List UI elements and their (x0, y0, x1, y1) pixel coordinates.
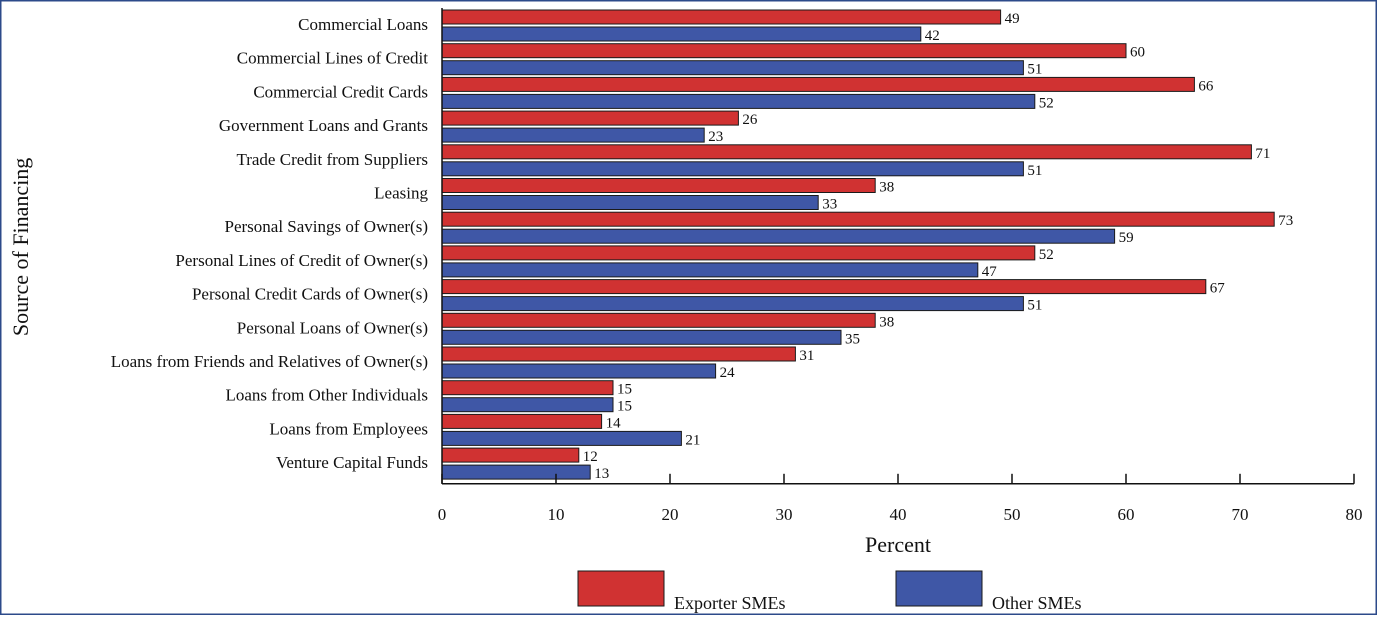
category-label: Venture Capital Funds (276, 453, 428, 472)
bar-value-label: 21 (685, 432, 700, 448)
bar-value-label: 42 (925, 28, 940, 44)
x-axis-title: Percent (865, 532, 931, 557)
bar-other (441, 161, 1024, 177)
labels-layer: 49 42 Commercial Loans 60 51 Commercial Lines… (8, 11, 1363, 557)
bar-value-label: 73 (1278, 213, 1293, 229)
bar-other (441, 262, 979, 278)
legend-label-other: Other SMEs (992, 593, 1082, 613)
bar-other (441, 195, 819, 210)
legend-swatch-other (895, 570, 983, 607)
bar-value-label: 71 (1255, 146, 1270, 162)
legend: Exporter SMEs Other SMEs (577, 570, 1082, 613)
bar-other (441, 464, 591, 480)
bar-value-label: 49 (1005, 11, 1020, 27)
bar-value-label: 33 (822, 197, 837, 213)
bar-value-label: 51 (1027, 62, 1042, 78)
category-label: Personal Lines of Credit of Owner(s) (175, 251, 428, 270)
bar-exporter (441, 144, 1252, 160)
bar-other (441, 363, 717, 379)
bars-layer (441, 9, 1275, 480)
bar-value-label: 15 (617, 382, 632, 398)
bar-value-label: 47 (982, 264, 998, 280)
bar-other (441, 430, 682, 446)
bar-value-label: 24 (720, 365, 736, 381)
bar-value-label: 23 (708, 129, 723, 145)
bar-other (441, 93, 1036, 109)
x-tick-label: 30 (776, 505, 793, 524)
category-label: Trade Credit from Suppliers (236, 150, 428, 169)
category-label: Commercial Credit Cards (253, 82, 428, 101)
bar-value-label: 12 (583, 449, 598, 465)
bar-value-label: 38 (879, 314, 894, 330)
bar-value-label: 35 (845, 331, 860, 347)
category-label: Loans from Friends and Relatives of Owne… (111, 352, 428, 371)
category-label: Government Loans and Grants (219, 116, 428, 135)
y-axis-title: Source of Financing (8, 158, 33, 336)
bar-exporter (441, 43, 1127, 59)
bar-value-label: 38 (879, 180, 894, 196)
x-tick-label: 60 (1118, 505, 1135, 524)
bar-value-label: 67 (1210, 281, 1226, 297)
bar-other (441, 296, 1024, 312)
bar-exporter (441, 211, 1275, 227)
bar-exporter (441, 312, 876, 328)
bar-exporter (441, 9, 1002, 25)
axes-layer (441, 8, 1355, 485)
bar-other (441, 26, 922, 42)
bar-exporter (441, 178, 876, 193)
bar-value-label: 15 (617, 399, 632, 415)
bar-value-label: 14 (606, 415, 622, 431)
bar-exporter (441, 413, 603, 429)
bar-exporter (441, 76, 1195, 92)
bar-value-label: 51 (1027, 298, 1042, 314)
x-tick-label: 70 (1232, 505, 1249, 524)
bar-exporter (441, 346, 796, 362)
legend-label-exporter: Exporter SMEs (674, 593, 786, 613)
bar-value-label: 59 (1119, 230, 1134, 246)
x-tick-label: 40 (890, 505, 907, 524)
bar-exporter (441, 447, 580, 463)
x-tick-label: 20 (662, 505, 679, 524)
bar-other (441, 127, 705, 143)
x-tick-label: 80 (1346, 505, 1363, 524)
bar-other (441, 60, 1024, 76)
category-label: Personal Loans of Owner(s) (237, 318, 428, 337)
x-tick-label: 10 (548, 505, 565, 524)
x-tick-label: 0 (438, 505, 447, 524)
category-label: Leasing (374, 184, 428, 203)
bar-value-label: 13 (594, 466, 609, 482)
bar-other (441, 397, 614, 413)
bar-value-label: 52 (1039, 95, 1054, 111)
bar-other (441, 228, 1116, 244)
bar-exporter (441, 245, 1036, 261)
bar-value-label: 60 (1130, 45, 1145, 61)
category-label: Loans from Other Individuals (225, 386, 428, 405)
category-label: Loans from Employees (269, 419, 428, 438)
bar-value-label: 31 (799, 348, 814, 364)
bar-value-label: 26 (742, 112, 758, 128)
bar-exporter (441, 380, 614, 396)
bar-value-label: 51 (1027, 163, 1042, 179)
category-label: Commercial Loans (298, 15, 428, 34)
bar-value-label: 66 (1198, 78, 1214, 94)
bar-value-label: 52 (1039, 247, 1054, 263)
bar-exporter (441, 110, 739, 126)
category-label: Commercial Lines of Credit (237, 49, 428, 68)
category-label: Personal Credit Cards of Owner(s) (192, 285, 428, 304)
bar-other (441, 329, 842, 345)
x-tick-label: 50 (1004, 505, 1021, 524)
bar-exporter (441, 279, 1207, 295)
legend-swatch-exporter (577, 570, 665, 607)
category-label: Personal Savings of Owner(s) (225, 217, 429, 236)
